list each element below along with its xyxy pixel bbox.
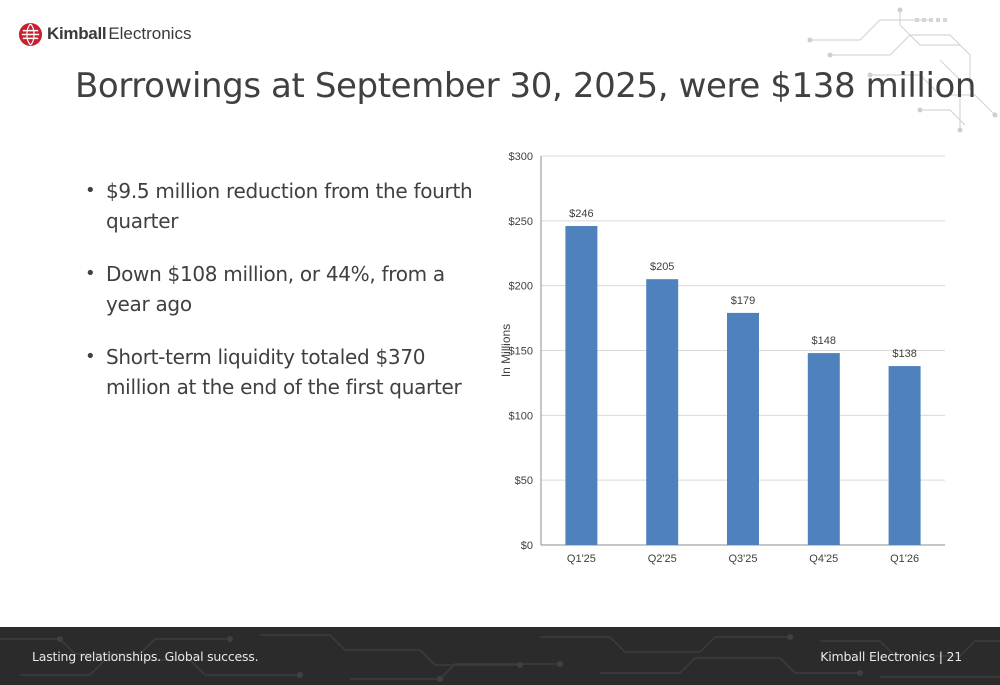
footer-page-info: Kimball Electronics | 21 (820, 649, 962, 664)
bullet-text: Down $108 million, or 44%, from a year a… (106, 262, 445, 316)
y-tick-label: $300 (509, 151, 533, 163)
bullet-marker-icon: • (85, 263, 96, 284)
bullet-item: • $9.5 million reduction from the fourth … (85, 176, 490, 236)
bullet-item: • Down $108 million, or 44%, from a year … (85, 259, 490, 319)
footer-tagline: Lasting relationships. Global success. (32, 649, 259, 664)
bullet-item: • Short-term liquidity totaled $370 milli… (85, 342, 490, 402)
company-logo: Kimball Electronics (18, 19, 191, 49)
x-tick-label: Q3'25 (728, 553, 757, 565)
data-label: $205 (650, 261, 674, 273)
x-tick-label: Q1'25 (567, 553, 596, 565)
logo-globe-icon (18, 22, 43, 46)
slide-title: Borrowings at September 30, 2025, were $… (75, 66, 977, 106)
data-label: $179 (731, 295, 755, 307)
bar (807, 353, 840, 545)
logo-product-text: Electronics (108, 24, 192, 43)
bullet-text: Short-term liquidity totaled $370 millio… (106, 345, 462, 399)
footer-circuit-pattern-icon (0, 634, 1000, 682)
footer: Lasting relationships. Global success. K… (0, 627, 1000, 685)
x-tick-label: Q1'26 (890, 553, 919, 565)
x-tick-label: Q2'25 (648, 553, 677, 565)
bar (727, 312, 759, 545)
x-tick-label: Q4'25 (809, 553, 838, 565)
bullet-marker-icon: • (85, 180, 96, 201)
bullet-marker-icon: • (85, 346, 96, 367)
bar (646, 279, 679, 545)
y-tick-label: $50 (515, 475, 533, 487)
data-label: $246 (569, 208, 593, 220)
y-tick-label: $250 (509, 216, 533, 228)
footer-separator: | (938, 649, 943, 664)
y-axis-title: In Millions (499, 324, 513, 377)
bullet-text: $9.5 million reduction from the fourth q… (106, 179, 473, 233)
data-label: $138 (892, 348, 916, 360)
borrowings-bar-chart: $0 $50 $100 $150 $200 $250 $300 $246 Q1'25 $205 Q2… (499, 151, 945, 565)
y-tick-label: $100 (509, 410, 533, 422)
y-tick-label: $150 (509, 346, 533, 358)
bullet-list: • $9.5 million reduction from the fourth … (85, 176, 490, 425)
data-label: $148 (812, 335, 836, 347)
bar (888, 366, 921, 545)
bar (565, 226, 598, 545)
logo-brand-text: Kimball (47, 24, 107, 43)
page-number: 21 (946, 649, 962, 664)
y-tick-label: $0 (521, 540, 533, 552)
footer-company: Kimball Electronics (820, 649, 935, 664)
circuit-decoration-icon (807, 7, 998, 133)
y-tick-label: $200 (509, 281, 533, 293)
